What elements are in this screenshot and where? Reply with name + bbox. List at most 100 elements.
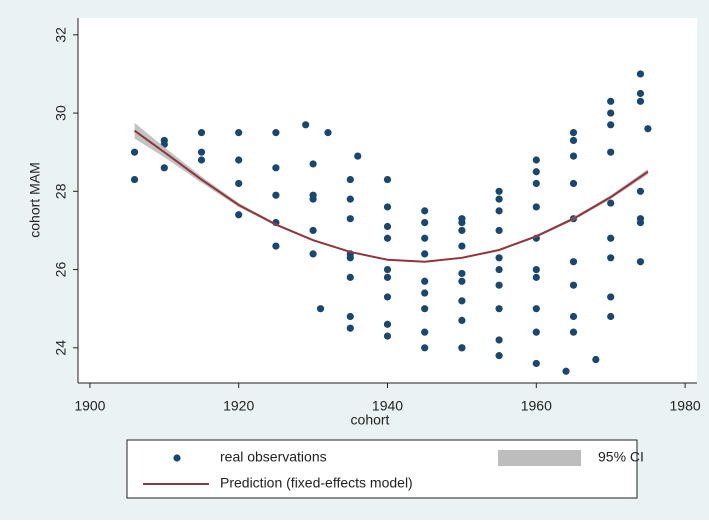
point bbox=[644, 125, 652, 133]
point bbox=[532, 179, 540, 188]
legend bbox=[126, 439, 638, 499]
point bbox=[421, 277, 429, 285]
point bbox=[569, 281, 578, 289]
point bbox=[346, 175, 354, 184]
point bbox=[272, 164, 280, 172]
point bbox=[636, 70, 645, 78]
point bbox=[495, 254, 503, 262]
point bbox=[383, 265, 392, 274]
point bbox=[607, 121, 615, 129]
y-tick-label: 32 bbox=[53, 27, 69, 43]
y-tick-label: 26 bbox=[53, 262, 69, 278]
point bbox=[458, 269, 466, 278]
point bbox=[421, 328, 429, 336]
point bbox=[532, 273, 540, 281]
point bbox=[458, 297, 466, 305]
point bbox=[495, 352, 503, 360]
point bbox=[421, 207, 429, 215]
point bbox=[197, 156, 206, 164]
point bbox=[607, 312, 615, 321]
point bbox=[569, 129, 578, 137]
point bbox=[495, 207, 503, 215]
point bbox=[324, 129, 332, 137]
point bbox=[272, 191, 280, 199]
point bbox=[636, 187, 645, 195]
point bbox=[607, 293, 615, 301]
point bbox=[383, 332, 392, 340]
point bbox=[636, 97, 645, 105]
x-tick-label: 1960 bbox=[521, 398, 552, 414]
y-tick-label: 30 bbox=[53, 105, 69, 121]
point bbox=[235, 211, 243, 219]
point bbox=[235, 156, 243, 164]
point bbox=[532, 156, 540, 164]
point bbox=[160, 164, 168, 172]
x-tick-label: 1980 bbox=[670, 398, 701, 414]
legend-symbol bbox=[498, 450, 581, 466]
point bbox=[495, 305, 503, 313]
point bbox=[421, 219, 429, 227]
point bbox=[532, 203, 540, 211]
point bbox=[458, 316, 466, 325]
point bbox=[346, 273, 354, 281]
point bbox=[607, 199, 615, 207]
y-tick-label: 24 bbox=[53, 340, 69, 356]
point bbox=[130, 175, 139, 184]
point bbox=[636, 215, 645, 223]
point bbox=[532, 328, 540, 336]
point bbox=[495, 336, 503, 344]
point bbox=[458, 219, 466, 227]
point bbox=[636, 89, 645, 98]
x-tick-label: 1940 bbox=[372, 398, 403, 414]
point bbox=[235, 129, 243, 137]
point bbox=[272, 242, 280, 250]
point bbox=[532, 265, 540, 274]
point bbox=[532, 168, 540, 176]
y-tick-label: 28 bbox=[53, 183, 69, 199]
point bbox=[421, 344, 429, 352]
legend-label: 95% CI bbox=[598, 449, 644, 465]
point bbox=[309, 160, 317, 168]
point bbox=[458, 242, 466, 250]
point bbox=[495, 187, 503, 195]
point bbox=[383, 293, 392, 301]
point bbox=[421, 289, 429, 297]
point bbox=[569, 136, 578, 145]
point bbox=[495, 265, 503, 274]
x-tick-label: 1920 bbox=[223, 398, 254, 414]
x-axis-title: cohort bbox=[351, 412, 390, 428]
point bbox=[383, 175, 392, 184]
point bbox=[383, 222, 392, 231]
point bbox=[607, 97, 615, 105]
point bbox=[569, 312, 578, 321]
point bbox=[197, 148, 206, 156]
point bbox=[569, 179, 578, 188]
point bbox=[383, 320, 392, 328]
point bbox=[592, 355, 600, 364]
point bbox=[532, 305, 540, 313]
point bbox=[316, 305, 325, 313]
point bbox=[607, 254, 615, 262]
legend-label: Prediction (fixed-effects model) bbox=[220, 475, 413, 491]
point bbox=[607, 148, 615, 156]
point bbox=[130, 148, 139, 156]
point bbox=[532, 359, 540, 368]
point bbox=[383, 203, 392, 211]
point bbox=[495, 195, 503, 203]
point bbox=[383, 273, 392, 281]
point bbox=[495, 281, 503, 289]
legend-symbol bbox=[173, 454, 181, 462]
prediction-line bbox=[133, 129, 649, 263]
point bbox=[383, 234, 392, 242]
point bbox=[235, 179, 243, 188]
point bbox=[302, 121, 310, 129]
point bbox=[458, 277, 466, 285]
point bbox=[346, 215, 354, 223]
point bbox=[309, 191, 317, 199]
point bbox=[309, 250, 317, 258]
point bbox=[346, 195, 354, 203]
point bbox=[607, 234, 615, 242]
point bbox=[607, 109, 615, 117]
point bbox=[569, 328, 578, 336]
